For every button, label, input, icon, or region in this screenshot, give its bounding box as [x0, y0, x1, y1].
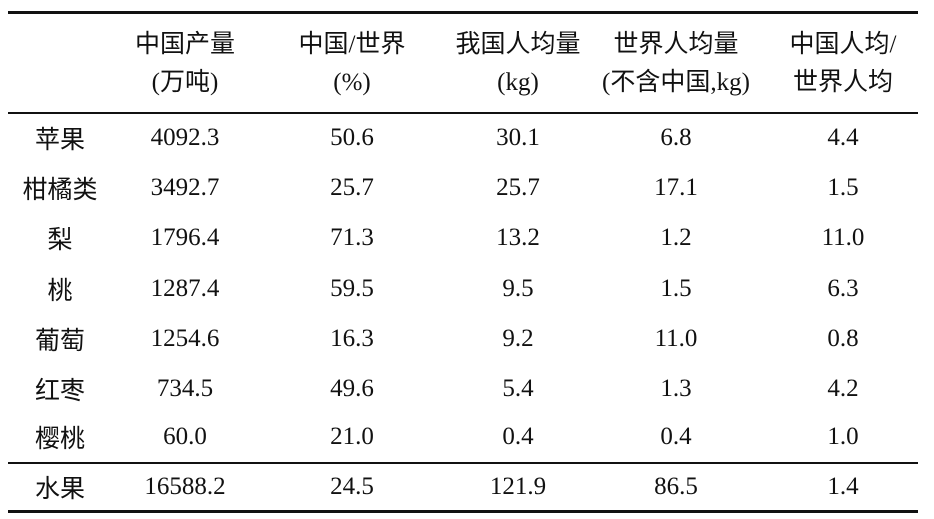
- data-cell: 4.2: [827, 375, 859, 402]
- total-cell: 24.5: [330, 473, 374, 500]
- data-cell: 1.2: [660, 224, 692, 251]
- header-line: 中国人均/: [789, 31, 897, 58]
- row-label: 苹果: [34, 127, 86, 154]
- header-cell: 中国/世界 (%): [299, 26, 406, 102]
- data-cell: 734.5: [156, 375, 214, 402]
- header-line: 世界人均量: [613, 31, 739, 58]
- data-cell: 71.3: [330, 224, 374, 251]
- header-line: (不含中国,kg): [602, 69, 750, 96]
- data-cell: 11.0: [821, 224, 865, 251]
- data-cell: 60.0: [163, 423, 207, 450]
- data-cell: 1.5: [827, 174, 859, 201]
- row-label: 葡萄: [34, 328, 86, 355]
- data-cell: 49.6: [330, 375, 374, 402]
- header-cell: 我国人均量 (kg): [455, 26, 580, 102]
- data-cell: 25.7: [496, 174, 540, 201]
- total-cell: 86.5: [654, 473, 698, 500]
- data-cell: 9.5: [502, 275, 534, 302]
- header-line: (kg): [497, 69, 539, 96]
- data-cell: 4092.3: [150, 124, 220, 151]
- row-label: 樱桃: [34, 426, 86, 453]
- data-cell: 59.5: [330, 275, 374, 302]
- data-cell: 11.0: [654, 325, 698, 352]
- data-cell: 6.3: [827, 275, 859, 302]
- data-cell: 4.4: [827, 124, 859, 151]
- data-cell: 3492.7: [150, 174, 220, 201]
- data-cell: 1.5: [660, 275, 692, 302]
- header-line: 我国人均量: [455, 31, 581, 58]
- data-cell: 1796.4: [150, 224, 220, 251]
- data-cell: 5.4: [502, 375, 534, 402]
- total-rule: [8, 462, 918, 464]
- header-line: 中国/世界: [298, 31, 406, 58]
- row-label: 柑橘类: [22, 177, 98, 204]
- row-label: 桃: [47, 278, 73, 305]
- data-cell: 1254.6: [150, 325, 220, 352]
- data-cell: 9.2: [502, 325, 534, 352]
- data-cell: 17.1: [654, 174, 698, 201]
- header-line: (%): [333, 69, 371, 96]
- top-rule: [8, 11, 918, 14]
- total-label: 水果: [34, 476, 86, 503]
- total-cell: 16588.2: [144, 473, 226, 500]
- data-cell: 30.1: [496, 124, 540, 151]
- total-cell: 1.4: [827, 473, 859, 500]
- data-cell: 6.8: [660, 124, 692, 151]
- header-line: 中国产量: [134, 31, 236, 58]
- header-line: (万吨): [151, 69, 219, 96]
- data-cell: 16.3: [330, 325, 374, 352]
- header-cell: 世界人均量 (不含中国,kg): [602, 26, 750, 102]
- data-cell: 0.4: [502, 423, 534, 450]
- header-rule: [8, 112, 918, 114]
- data-cell: 50.6: [330, 124, 374, 151]
- header-cell: 中国人均/世界人均: [790, 26, 897, 102]
- total-cell: 121.9: [489, 473, 547, 500]
- data-cell: 0.8: [827, 325, 859, 352]
- data-cell: 1287.4: [150, 275, 220, 302]
- header-cell: 中国产量 (万吨): [135, 26, 235, 102]
- data-cell: 21.0: [330, 423, 374, 450]
- row-label: 红枣: [34, 378, 86, 405]
- data-cell: 13.2: [496, 224, 540, 251]
- bottom-rule: [8, 510, 918, 513]
- header-line: 世界人均: [792, 69, 894, 96]
- data-cell: 25.7: [330, 174, 374, 201]
- data-cell: 1.3: [660, 375, 692, 402]
- data-cell: 1.0: [827, 423, 859, 450]
- row-label: 梨: [47, 227, 73, 254]
- data-cell: 0.4: [660, 423, 692, 450]
